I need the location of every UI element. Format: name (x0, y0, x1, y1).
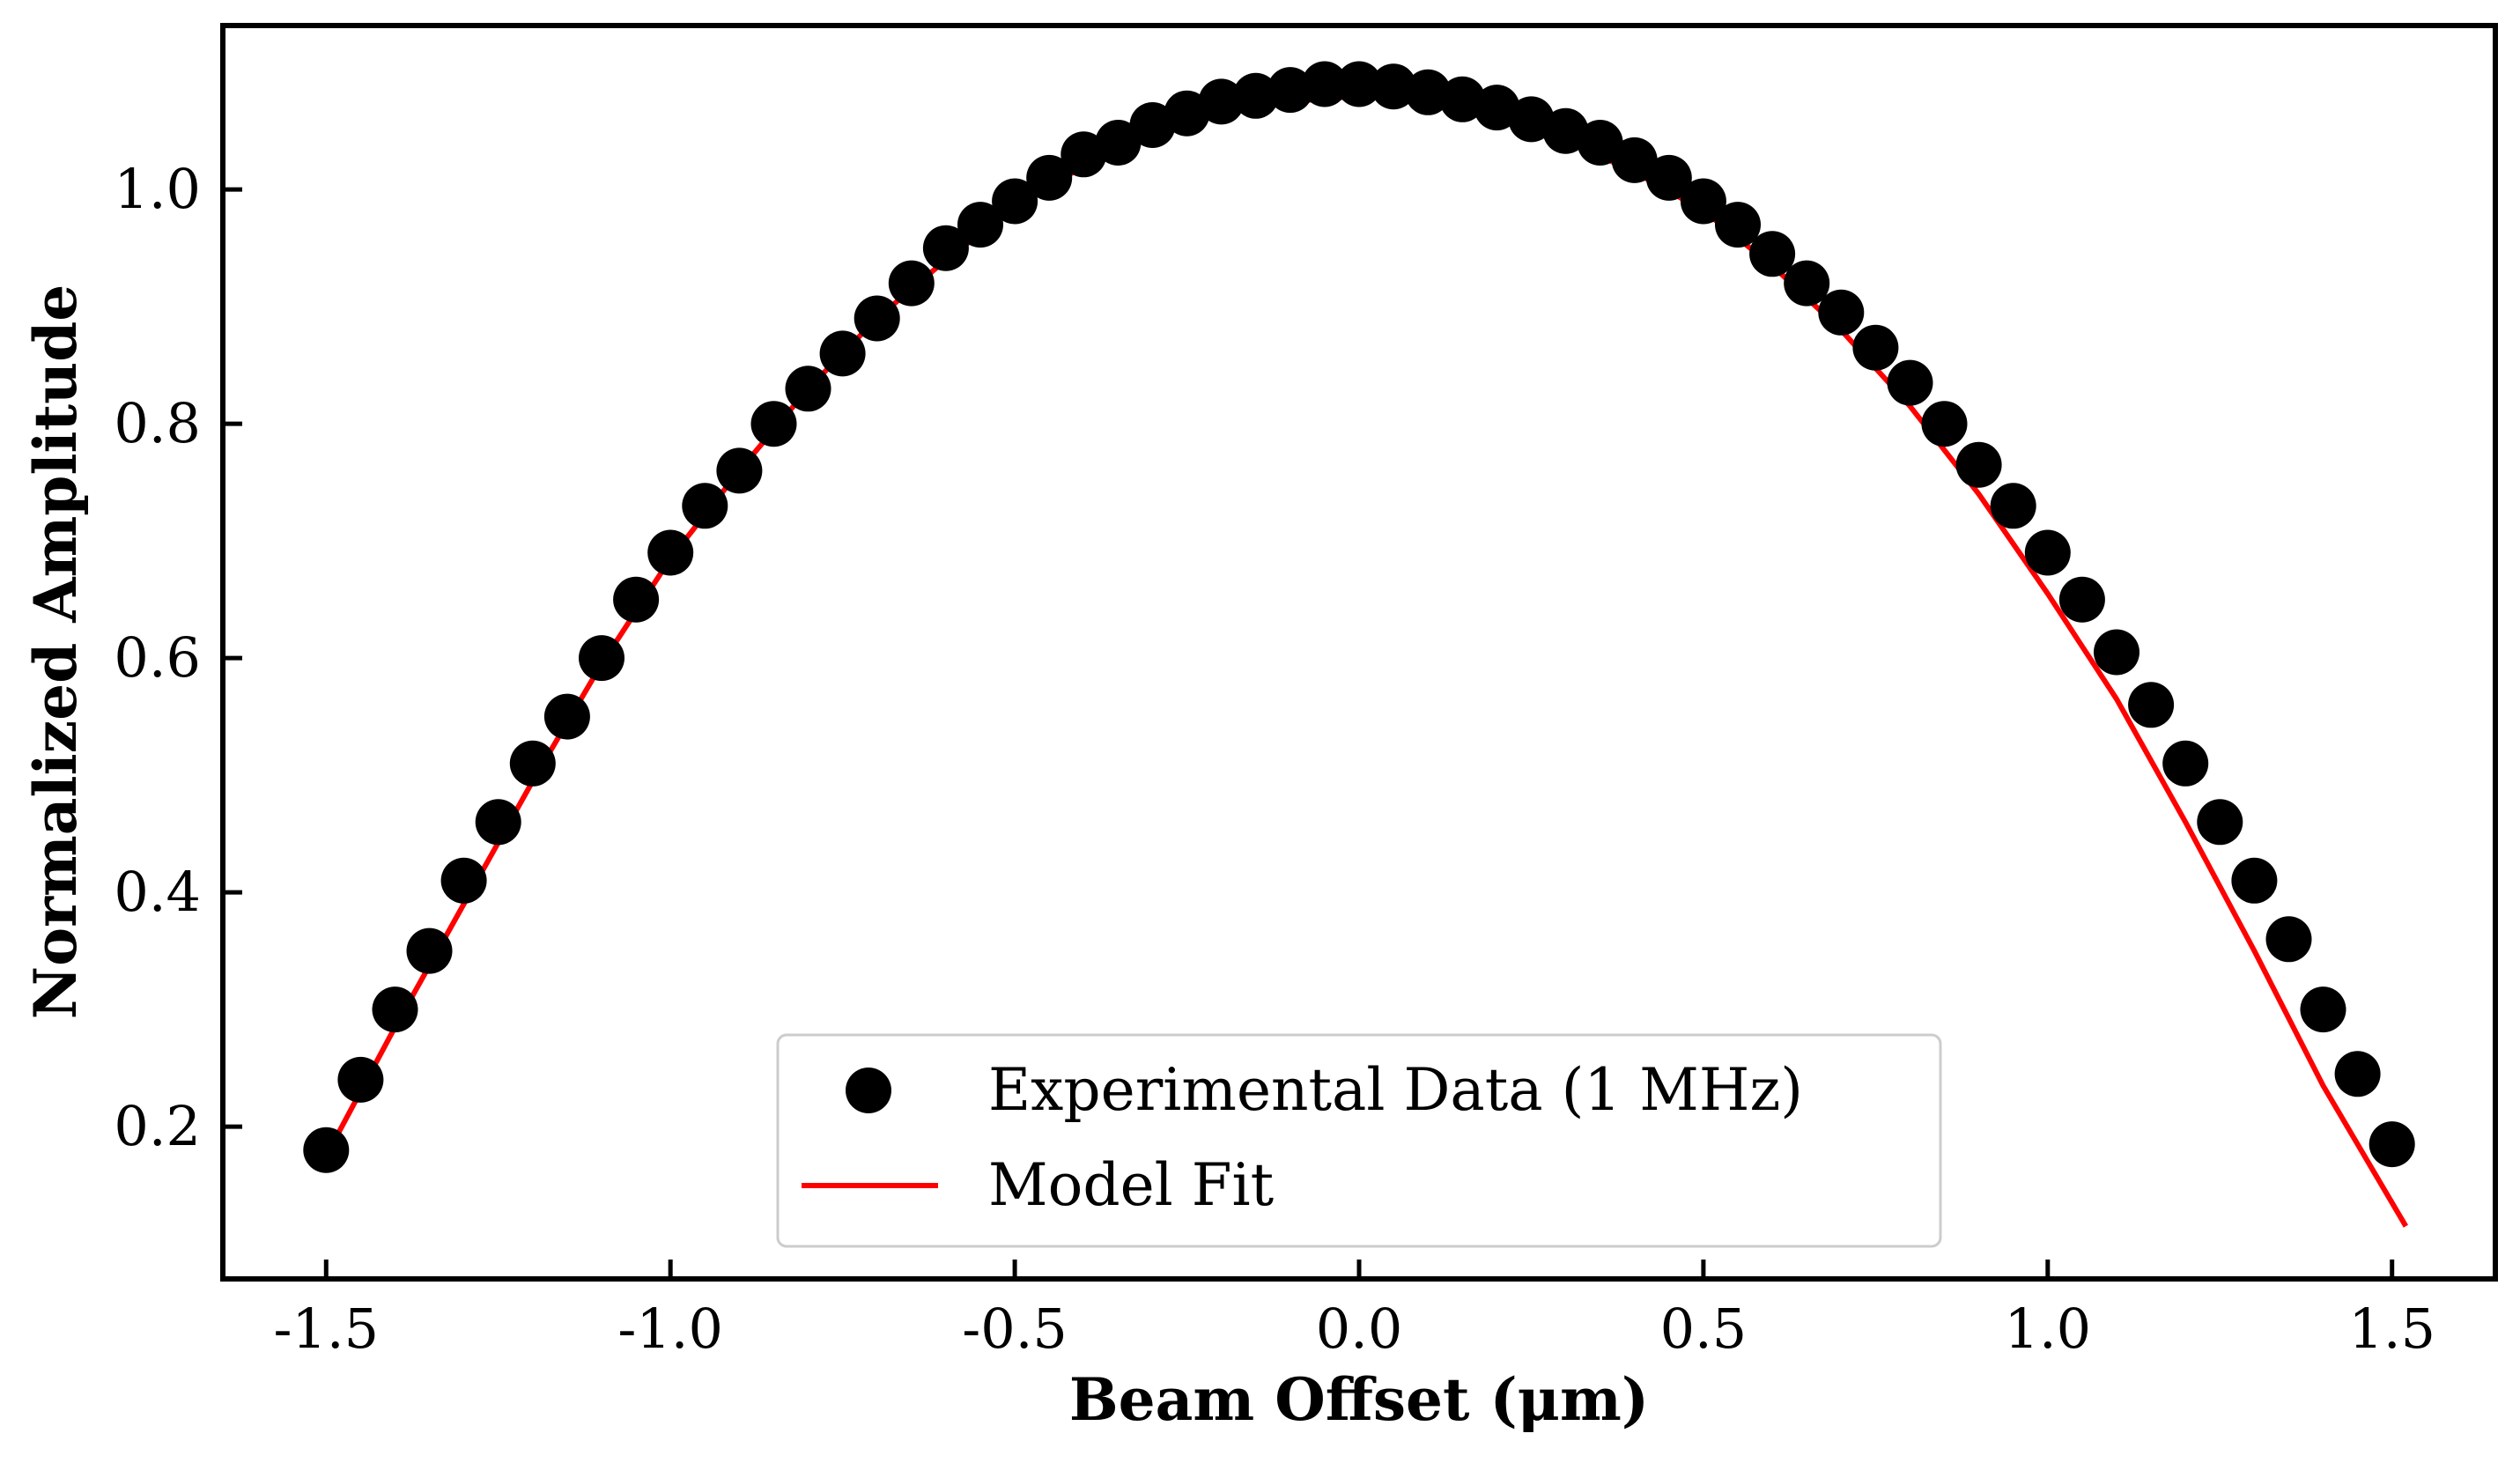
data-point (2024, 529, 2071, 576)
data-point (2058, 576, 2105, 623)
data-point (2231, 857, 2278, 904)
y-ticks: 0.2 0.4 0.6 0.8 1.0 (114, 157, 242, 1158)
data-point (475, 799, 521, 846)
legend-label-data: Experimental Data (1 MHz) (988, 1056, 1803, 1124)
data-point (440, 857, 487, 904)
data-point (1680, 178, 1726, 225)
data-point (303, 1127, 350, 1173)
data-point (1784, 260, 1830, 307)
data-point (1336, 61, 1382, 107)
data-point (888, 260, 935, 307)
y-axis-label: Normalized Amplitude (21, 284, 90, 1019)
plot-frame (220, 23, 2498, 1282)
data-point (1577, 120, 1623, 166)
legend-label-fit: Model Fit (988, 1151, 1274, 1219)
data-point (1405, 69, 1452, 115)
data-point (1232, 72, 1279, 119)
data-point (1611, 137, 1658, 183)
data-point (1026, 154, 1073, 201)
data-point (2094, 629, 2139, 676)
data-point (922, 225, 969, 271)
x-tick-label: 1.5 (2348, 1297, 2435, 1361)
data-point (716, 447, 763, 494)
points-layer (303, 61, 2415, 1173)
data-point (854, 295, 900, 342)
data-point (957, 202, 1003, 248)
y-tick-label: 1.0 (114, 157, 201, 221)
y-tick-label: 0.6 (114, 625, 201, 690)
data-point (2300, 986, 2346, 1033)
legend-marker-data (846, 1068, 891, 1113)
data-point (1474, 85, 1520, 131)
y-tick-label: 0.4 (114, 860, 201, 924)
data-point (750, 401, 797, 447)
data-point (579, 635, 624, 682)
data-point (1301, 61, 1348, 107)
data-point (1990, 483, 2036, 529)
data-point (2197, 799, 2243, 846)
data-point (1715, 202, 1761, 248)
data-point (647, 529, 694, 576)
data-point (682, 483, 728, 529)
x-tick-label: 1.0 (2005, 1297, 2092, 1361)
data-point (1921, 401, 1968, 447)
data-point (2162, 740, 2209, 787)
data-point (372, 986, 418, 1033)
data-point (613, 576, 660, 623)
data-point (2334, 1051, 2381, 1097)
data-point (1439, 76, 1486, 122)
data-point (1749, 231, 1796, 277)
data-point (1095, 120, 1142, 166)
y-tick-label: 0.2 (114, 1094, 201, 1158)
x-tick-label: 0.5 (1660, 1297, 1748, 1361)
data-point (1852, 324, 1899, 371)
x-tick-label: -1.0 (617, 1297, 723, 1361)
data-point (1164, 90, 1210, 137)
data-point (1508, 96, 1555, 143)
data-point (1129, 102, 1176, 148)
data-point (1060, 131, 1107, 178)
data-point (337, 1056, 384, 1103)
x-axis-label: Beam Offset (μm) (1069, 1365, 1649, 1434)
data-point (1198, 78, 1245, 125)
data-point (1645, 154, 1692, 201)
data-point (543, 693, 590, 740)
data-point (1542, 107, 1589, 154)
data-point (406, 927, 453, 974)
data-point (1887, 359, 1933, 406)
data-point (2369, 1121, 2415, 1168)
data-point (992, 178, 1038, 225)
x-tick-label: 0.0 (1316, 1297, 1403, 1361)
x-tick-label: -0.5 (962, 1297, 1068, 1361)
data-point (2265, 916, 2312, 963)
data-point (1955, 441, 2002, 488)
data-point (1818, 289, 1865, 336)
data-point (1267, 67, 1313, 114)
x-tick-label: -1.5 (273, 1297, 379, 1361)
legend-box (776, 1033, 1942, 1248)
data-point (819, 330, 866, 377)
x-ticks: -1.5 -1.0 -0.5 0.0 0.5 1.0 1.5 (273, 1260, 2435, 1361)
data-point (785, 366, 831, 412)
y-tick-label: 0.8 (114, 391, 201, 455)
legend: Experimental Data (1 MHz) Model Fit (776, 1033, 1942, 1248)
data-point (509, 740, 556, 787)
data-point (1371, 63, 1417, 110)
data-point (2128, 682, 2175, 728)
